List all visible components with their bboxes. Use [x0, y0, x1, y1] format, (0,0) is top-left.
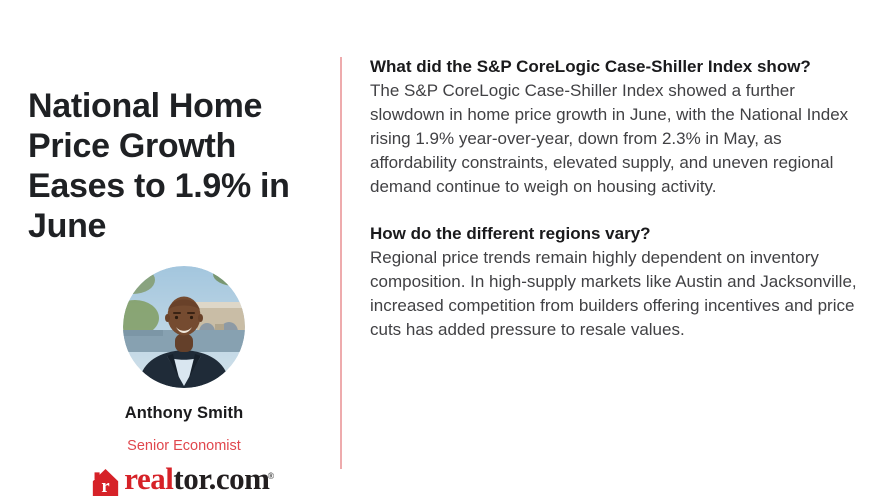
qa-question: How do the different regions vary? [370, 224, 651, 243]
left-column: National Home Price Growth Eases to 1.9%… [28, 0, 340, 500]
author-title: Senior Economist [127, 438, 241, 454]
qa-column: What did the S&P CoreLogic Case-Shiller … [370, 55, 860, 342]
qa-answer: Regional price trends remain highly depe… [370, 248, 857, 339]
vertical-divider [340, 57, 342, 469]
author-name: Anthony Smith [124, 404, 244, 422]
brand-logo: r realtor.com® [92, 463, 275, 500]
qa-section: How do the different regions vary? Regio… [370, 222, 860, 342]
avatar [123, 266, 245, 388]
house-letter: r [102, 476, 110, 497]
brand-wordmark: realtor.com® [124, 463, 275, 500]
headline-line: Eases to 1.9% in [28, 167, 290, 205]
qa-question: What did the S&P CoreLogic Case-Shiller … [370, 57, 811, 76]
qa-section: What did the S&P CoreLogic Case-Shiller … [370, 55, 860, 199]
brand-word-torcom: tor.com [173, 461, 270, 496]
avatar-photo [123, 266, 245, 388]
brand-word-real: real [124, 461, 174, 496]
headline-line: June [28, 207, 107, 245]
registered-mark: ® [267, 471, 274, 481]
realtor-house-icon: r [93, 469, 119, 497]
qa-answer: The S&P CoreLogic Case-Shiller Index sho… [370, 81, 849, 196]
headline-line: Price Growth [28, 127, 237, 165]
headline-line: National Home [28, 87, 263, 125]
page-title: National Home Price Growth Eases to 1.9%… [28, 86, 290, 246]
